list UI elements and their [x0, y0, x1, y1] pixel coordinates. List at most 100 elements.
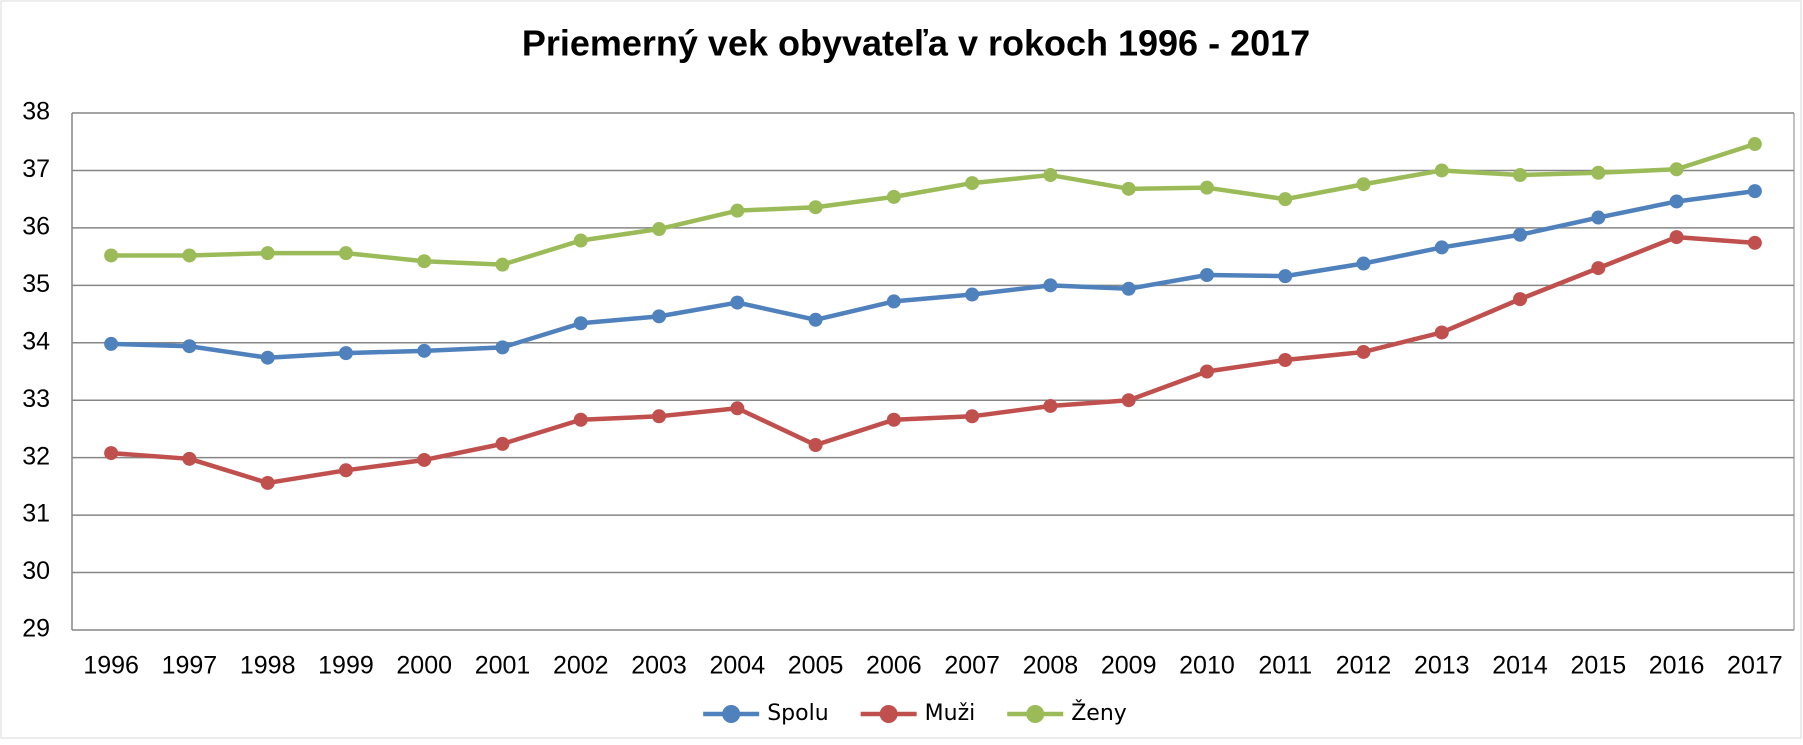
- data-point: [1591, 210, 1606, 225]
- data-point: [1434, 325, 1449, 340]
- x-tick-label: 2001: [475, 652, 531, 680]
- data-point: [1199, 364, 1214, 379]
- data-point: [495, 340, 510, 355]
- y-tick-label: 36: [22, 212, 50, 240]
- legend-label: Ženy: [1071, 700, 1127, 726]
- x-tick-label: 1996: [83, 652, 139, 680]
- y-tick-label: 35: [22, 270, 50, 298]
- data-point: [182, 451, 197, 466]
- y-tick-label: 34: [22, 327, 50, 355]
- data-point: [1356, 177, 1371, 192]
- y-tick-label: 30: [22, 557, 50, 585]
- data-point: [417, 254, 432, 269]
- data-point: [1669, 230, 1684, 245]
- y-tick-label: 37: [22, 155, 50, 183]
- x-tick-label: 2005: [788, 652, 844, 680]
- x-tick-label: 1999: [318, 652, 374, 680]
- x-tick-label: 2016: [1649, 652, 1705, 680]
- legend-marker: [722, 705, 741, 723]
- data-point: [417, 343, 432, 358]
- y-tick-label: 29: [22, 615, 50, 643]
- data-point: [730, 203, 745, 218]
- data-point: [104, 336, 119, 351]
- x-tick-label: 2002: [553, 652, 609, 680]
- data-point: [338, 346, 353, 361]
- data-point: [730, 295, 745, 310]
- data-point: [104, 446, 119, 461]
- data-point: [1434, 163, 1449, 178]
- chart-title: Priemerný vek obyvateľa v rokoch 1996 - …: [522, 23, 1310, 64]
- data-point: [182, 339, 197, 354]
- x-tick-label: 2003: [631, 652, 687, 680]
- series-line: [111, 188, 1756, 360]
- data-point: [260, 350, 275, 365]
- x-tick-label: 2006: [866, 652, 922, 680]
- data-point: [808, 312, 823, 327]
- data-point: [1043, 278, 1058, 293]
- data-point: [573, 316, 588, 331]
- y-tick-label: 38: [22, 98, 50, 126]
- x-tick-label: 2012: [1336, 652, 1392, 680]
- data-point: [965, 287, 980, 302]
- data-point: [338, 463, 353, 478]
- x-tick-label: 2010: [1179, 652, 1235, 680]
- x-tick-label: 1997: [162, 652, 218, 680]
- data-point: [1434, 240, 1449, 255]
- data-point: [886, 412, 901, 427]
- data-point: [1669, 162, 1684, 177]
- data-point: [1513, 227, 1528, 242]
- data-point: [1747, 184, 1762, 199]
- data-point: [417, 452, 432, 467]
- data-point: [1513, 292, 1528, 307]
- x-tick-label: 2015: [1571, 652, 1627, 680]
- data-point: [1513, 168, 1528, 183]
- x-tick-label: 1998: [240, 652, 296, 680]
- data-point: [1591, 165, 1606, 180]
- series-line: [111, 141, 1756, 267]
- y-tick-label: 33: [22, 385, 50, 413]
- data-point: [965, 409, 980, 424]
- data-point: [652, 409, 667, 424]
- data-point: [1199, 267, 1214, 282]
- data-point: [886, 189, 901, 204]
- data-point: [886, 294, 901, 309]
- x-tick-label: 2000: [396, 652, 452, 680]
- data-point: [260, 475, 275, 490]
- data-point: [1356, 344, 1371, 359]
- x-tick-label: 2014: [1492, 652, 1548, 680]
- data-point: [495, 436, 510, 451]
- legend-marker: [879, 705, 898, 723]
- legend-label: Muži: [925, 701, 976, 726]
- data-point: [808, 438, 823, 453]
- legend-item: Muži: [860, 701, 976, 726]
- data-point: [1278, 269, 1293, 284]
- data-point: [1356, 256, 1371, 271]
- data-point: [1591, 261, 1606, 276]
- data-point: [1043, 398, 1058, 413]
- data-point: [1747, 235, 1762, 250]
- data-point: [1121, 281, 1136, 296]
- data-point: [1121, 393, 1136, 408]
- x-tick-label: 2011: [1258, 652, 1312, 680]
- data-point: [730, 401, 745, 416]
- data-point: [965, 176, 980, 191]
- series-line: [110, 234, 1756, 486]
- data-point: [1747, 137, 1762, 152]
- x-tick-label: 2017: [1727, 652, 1783, 680]
- data-point: [573, 233, 588, 248]
- data-point: [104, 248, 119, 263]
- x-tick-label: 2004: [710, 652, 766, 680]
- data-point: [182, 248, 197, 263]
- data-point: [573, 412, 588, 427]
- legend-item: Ženy: [1007, 700, 1127, 726]
- data-point: [652, 309, 667, 324]
- data-point: [1043, 168, 1058, 183]
- x-tick-label: 2013: [1414, 652, 1470, 680]
- y-tick-label: 32: [22, 442, 50, 470]
- legend-marker: [1026, 705, 1045, 723]
- data-point: [1669, 194, 1684, 209]
- data-point: [1199, 180, 1214, 195]
- x-tick-label: 2008: [1023, 652, 1079, 680]
